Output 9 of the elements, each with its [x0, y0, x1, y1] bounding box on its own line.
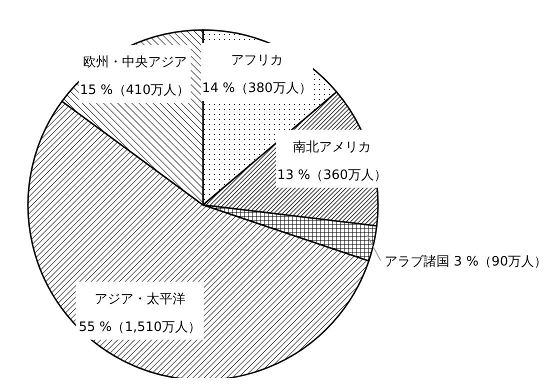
- slice-label: アジア・太平洋: [94, 292, 186, 307]
- slice-label: 南北アメリカ: [293, 140, 372, 155]
- data-label: 15 %（410万人）: [80, 83, 190, 98]
- slice-label: 欧州・中央アジア: [82, 55, 187, 70]
- data-label: 55 %（1,510万人）: [78, 320, 201, 335]
- data-label: 13 %（360万人）: [277, 168, 388, 183]
- slice-label: アフリカ: [230, 52, 283, 68]
- slice-label: アラブ諸国 3 %（90万人）: [384, 254, 548, 270]
- data-label: 14 %（380万人）: [202, 80, 312, 96]
